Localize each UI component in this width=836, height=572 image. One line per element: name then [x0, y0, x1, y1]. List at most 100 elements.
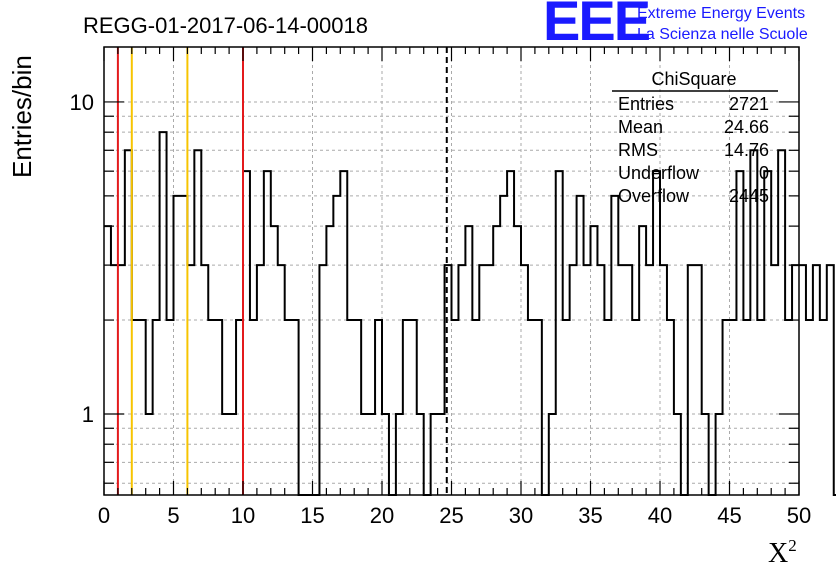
x-tick-label: 25 — [439, 503, 463, 528]
histogram-bin — [507, 171, 514, 495]
x-axis-ticks: 0 5 10 15 20 25 30 35 40 45 50 — [98, 47, 811, 528]
histogram-bins — [104, 132, 836, 495]
histogram-bin — [278, 265, 285, 495]
histogram-bin — [653, 171, 660, 495]
histogram-bin — [160, 132, 167, 495]
histogram-bin — [785, 320, 792, 495]
histogram-bin — [584, 265, 591, 495]
histogram-bin — [139, 320, 146, 495]
stats-label: Underflow — [618, 163, 700, 183]
histogram-bin — [333, 196, 340, 495]
histogram-bin — [535, 320, 542, 495]
histogram-outline — [104, 131, 836, 496]
histogram-bin — [764, 171, 771, 495]
histogram-bin — [688, 265, 695, 495]
x-tick-label: 0 — [98, 503, 110, 528]
stats-value: 0 — [759, 163, 769, 183]
histogram-bin — [174, 196, 181, 495]
histogram-bin — [125, 150, 132, 495]
histogram-bin — [625, 265, 632, 495]
histogram-bin — [806, 320, 813, 495]
histogram-bin — [528, 320, 535, 495]
histogram-bin — [757, 320, 764, 495]
chart-title: REGG-01-2017-06-14-00018 — [83, 13, 368, 38]
stats-label: Entries — [618, 94, 674, 114]
histogram-bin — [660, 265, 667, 495]
x-tick-label: 5 — [167, 503, 179, 528]
histogram-bin — [820, 320, 827, 495]
histogram-bin — [639, 226, 646, 495]
x-tick-label: 50 — [787, 503, 811, 528]
stats-value: 24.66 — [724, 117, 769, 137]
stats-value: 2445 — [729, 186, 769, 206]
histogram-bin — [403, 320, 410, 495]
histogram-bin — [632, 320, 639, 495]
stats-value: 2721 — [729, 94, 769, 114]
histogram-bin — [500, 196, 507, 495]
stats-label: Mean — [618, 117, 663, 137]
histogram-bin — [236, 320, 243, 495]
histogram-bin — [458, 265, 465, 495]
histogram-bin — [445, 265, 452, 495]
stats-value: 14.76 — [724, 140, 769, 160]
eee-logo: EEE Extreme Energy Events La Scienza nel… — [543, 0, 808, 52]
histogram-bin — [577, 196, 584, 495]
histogram-bin — [319, 265, 326, 495]
logo-mark: EEE — [543, 0, 650, 52]
histogram-bin — [285, 320, 292, 495]
logo-line1: Extreme Energy Events — [637, 5, 805, 22]
histogram-bin — [410, 320, 417, 495]
y-axis-ticks: 1 10 — [70, 90, 799, 484]
histogram-bin — [187, 265, 194, 495]
histogram-bin — [799, 265, 806, 495]
stats-label: RMS — [618, 140, 658, 160]
histogram-bin — [153, 320, 160, 495]
histogram-bin — [250, 320, 257, 495]
histogram-bin — [827, 265, 834, 495]
histogram-bin — [813, 265, 820, 495]
x-tick-label: 30 — [509, 503, 533, 528]
histogram-bin — [514, 226, 521, 495]
histogram-bin — [611, 196, 618, 495]
histogram-bin — [570, 265, 577, 495]
grid-lines — [104, 47, 799, 495]
y-tick-label: 1 — [82, 402, 94, 427]
reference-lines — [116, 47, 448, 495]
x-tick-label: 45 — [717, 503, 741, 528]
histogram-bin — [743, 320, 750, 495]
histogram-bin — [778, 150, 785, 495]
histogram-bin — [452, 320, 459, 495]
histogram-bin — [257, 265, 264, 495]
histogram-bin — [292, 320, 299, 495]
histogram-bin — [104, 226, 111, 495]
histogram-bin — [597, 265, 604, 495]
histogram-bin — [354, 320, 361, 495]
histogram-bin — [695, 265, 702, 495]
stats-box: ChiSquare Entries 2721 Mean 24.66 RMS 14.76 Un… — [612, 69, 778, 206]
x-axis-title: X2 — [768, 536, 797, 569]
histogram-bin — [591, 226, 598, 495]
stats-label: Overflow — [618, 186, 690, 206]
histogram-bin — [521, 265, 528, 495]
histogram-bin — [604, 320, 611, 495]
histogram-bin — [215, 320, 222, 495]
stats-title: ChiSquare — [651, 69, 736, 89]
logo-line2: La Scienza nelle Scuole — [637, 26, 808, 43]
histogram-bin — [201, 265, 208, 495]
histogram-bin — [132, 320, 139, 495]
histogram-bin — [646, 265, 653, 495]
histogram-bin — [326, 226, 333, 495]
x-tick-label: 15 — [300, 503, 324, 528]
histogram-bin — [618, 265, 625, 495]
x-tick-label: 40 — [648, 503, 672, 528]
histogram-bin — [736, 171, 743, 495]
histogram-bin — [264, 171, 271, 495]
histogram-bin — [180, 196, 187, 495]
histogram-bin — [730, 320, 737, 495]
histogram-bin — [347, 320, 354, 495]
histogram-bin — [118, 265, 125, 495]
histogram-bin — [375, 320, 382, 495]
histogram-bin — [208, 320, 215, 495]
histogram-bin — [792, 265, 799, 495]
